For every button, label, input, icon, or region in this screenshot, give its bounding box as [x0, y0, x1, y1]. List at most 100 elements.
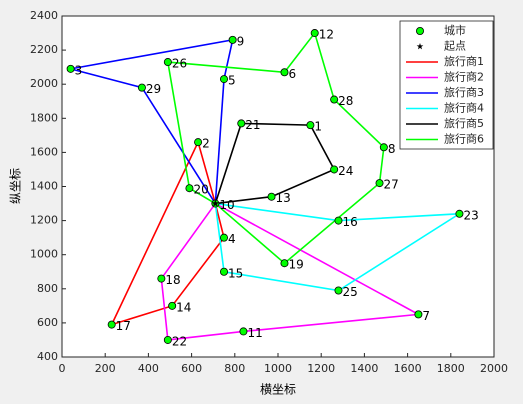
legend-label: 旅行商1 — [444, 54, 484, 68]
city-label: 10 — [219, 198, 234, 212]
x-tick-label: 400 — [138, 362, 159, 375]
city-label: 18 — [165, 273, 180, 287]
y-tick-label: 1800 — [30, 111, 58, 124]
city-label: 25 — [342, 285, 357, 299]
city-marker — [280, 259, 289, 268]
legend-label: 城市 — [444, 23, 466, 37]
city-marker — [280, 68, 289, 77]
city-marker — [310, 29, 319, 38]
city-label: 12 — [319, 28, 334, 42]
y-tick-label: 800 — [37, 282, 58, 295]
legend-label: 起点 — [444, 40, 466, 53]
legend-label: 旅行商6 — [444, 132, 484, 146]
city-marker — [185, 184, 194, 193]
city-marker — [228, 35, 237, 44]
city-marker — [237, 119, 246, 128]
y-tick-label: 1000 — [30, 248, 58, 261]
city-label: 4 — [228, 232, 236, 246]
city-label: 17 — [116, 319, 131, 333]
x-tick-label: 1000 — [264, 362, 292, 375]
city-label: 26 — [172, 57, 187, 71]
city-marker — [137, 83, 146, 92]
city-label: 8 — [388, 142, 396, 156]
city-marker — [219, 267, 228, 276]
city-label: 7 — [422, 309, 430, 323]
x-tick-label: 1400 — [350, 362, 378, 375]
city-marker — [375, 179, 384, 188]
city-label: 29 — [146, 82, 161, 96]
route-line — [110, 139, 225, 326]
x-tick-label: 600 — [181, 362, 202, 375]
city-label: 24 — [338, 164, 353, 178]
city-label: 2 — [202, 137, 210, 151]
city-label: 15 — [228, 266, 243, 280]
route-line — [160, 202, 422, 341]
y-tick-label: 1200 — [30, 214, 58, 227]
y-tick-label: 1600 — [30, 145, 58, 158]
city-label: 13 — [276, 191, 291, 205]
legend-label: 旅行商4 — [444, 101, 484, 115]
legend-label: 旅行商5 — [444, 116, 484, 130]
x-tick-label: 2000 — [480, 362, 508, 375]
city-label: 23 — [463, 208, 478, 222]
city-marker — [334, 216, 343, 225]
y-axis-label: 纵坐标 — [9, 168, 23, 204]
city-label: 5 — [228, 74, 236, 88]
city-marker — [157, 274, 166, 283]
x-axis-label: 横坐标 — [260, 383, 296, 397]
x-tick-label: 1800 — [437, 362, 465, 375]
city-marker — [414, 310, 423, 319]
city-label: 11 — [247, 326, 262, 340]
city-marker — [239, 327, 248, 336]
route-line — [214, 202, 463, 292]
axes-box — [61, 15, 495, 358]
city-label: 14 — [176, 300, 191, 314]
y-tick-label: 2200 — [30, 43, 58, 56]
city-marker — [379, 143, 388, 152]
route-line — [214, 122, 336, 205]
city-label: 22 — [172, 334, 187, 348]
route-line — [70, 38, 234, 204]
start-marker — [211, 199, 220, 207]
city-marker — [330, 165, 339, 174]
city-label: 21 — [245, 118, 260, 132]
city-marker — [455, 209, 464, 218]
city-marker — [219, 233, 228, 242]
city-marker — [168, 301, 177, 310]
city-marker — [163, 335, 172, 344]
y-tick-label: 600 — [37, 316, 58, 329]
legend-start-marker — [416, 43, 424, 50]
y-tick-label: 2000 — [30, 77, 58, 90]
y-tick-label: 2400 — [30, 9, 58, 22]
x-tick-label: 200 — [95, 362, 116, 375]
city-marker — [163, 58, 172, 67]
city-marker — [66, 64, 75, 73]
city-label: 19 — [288, 258, 303, 272]
city-label: 16 — [342, 215, 357, 229]
city-marker — [219, 75, 228, 84]
x-tick-label: 1600 — [394, 362, 422, 375]
city-label: 6 — [288, 67, 296, 81]
route-line — [166, 31, 385, 265]
city-marker — [194, 138, 203, 147]
city-marker — [306, 121, 315, 130]
x-tick-label: 0 — [59, 362, 66, 375]
city-marker — [107, 320, 116, 329]
y-tick-label: 400 — [37, 350, 58, 363]
city-marker — [330, 95, 339, 104]
legend-box — [399, 20, 494, 150]
legend-label: 旅行商3 — [444, 85, 484, 99]
city-label: 9 — [237, 34, 245, 48]
legend-city-marker — [415, 26, 424, 35]
y-tick-label: 1400 — [30, 180, 58, 193]
city-marker — [334, 286, 343, 295]
city-label: 1 — [314, 120, 322, 134]
x-tick-label: 800 — [224, 362, 245, 375]
city-label: 20 — [193, 183, 208, 197]
city-label: 28 — [338, 94, 353, 108]
x-tick-label: 1200 — [307, 362, 335, 375]
city-label: 27 — [384, 178, 399, 192]
city-label: 3 — [75, 63, 83, 77]
legend-label: 旅行商2 — [444, 70, 484, 84]
